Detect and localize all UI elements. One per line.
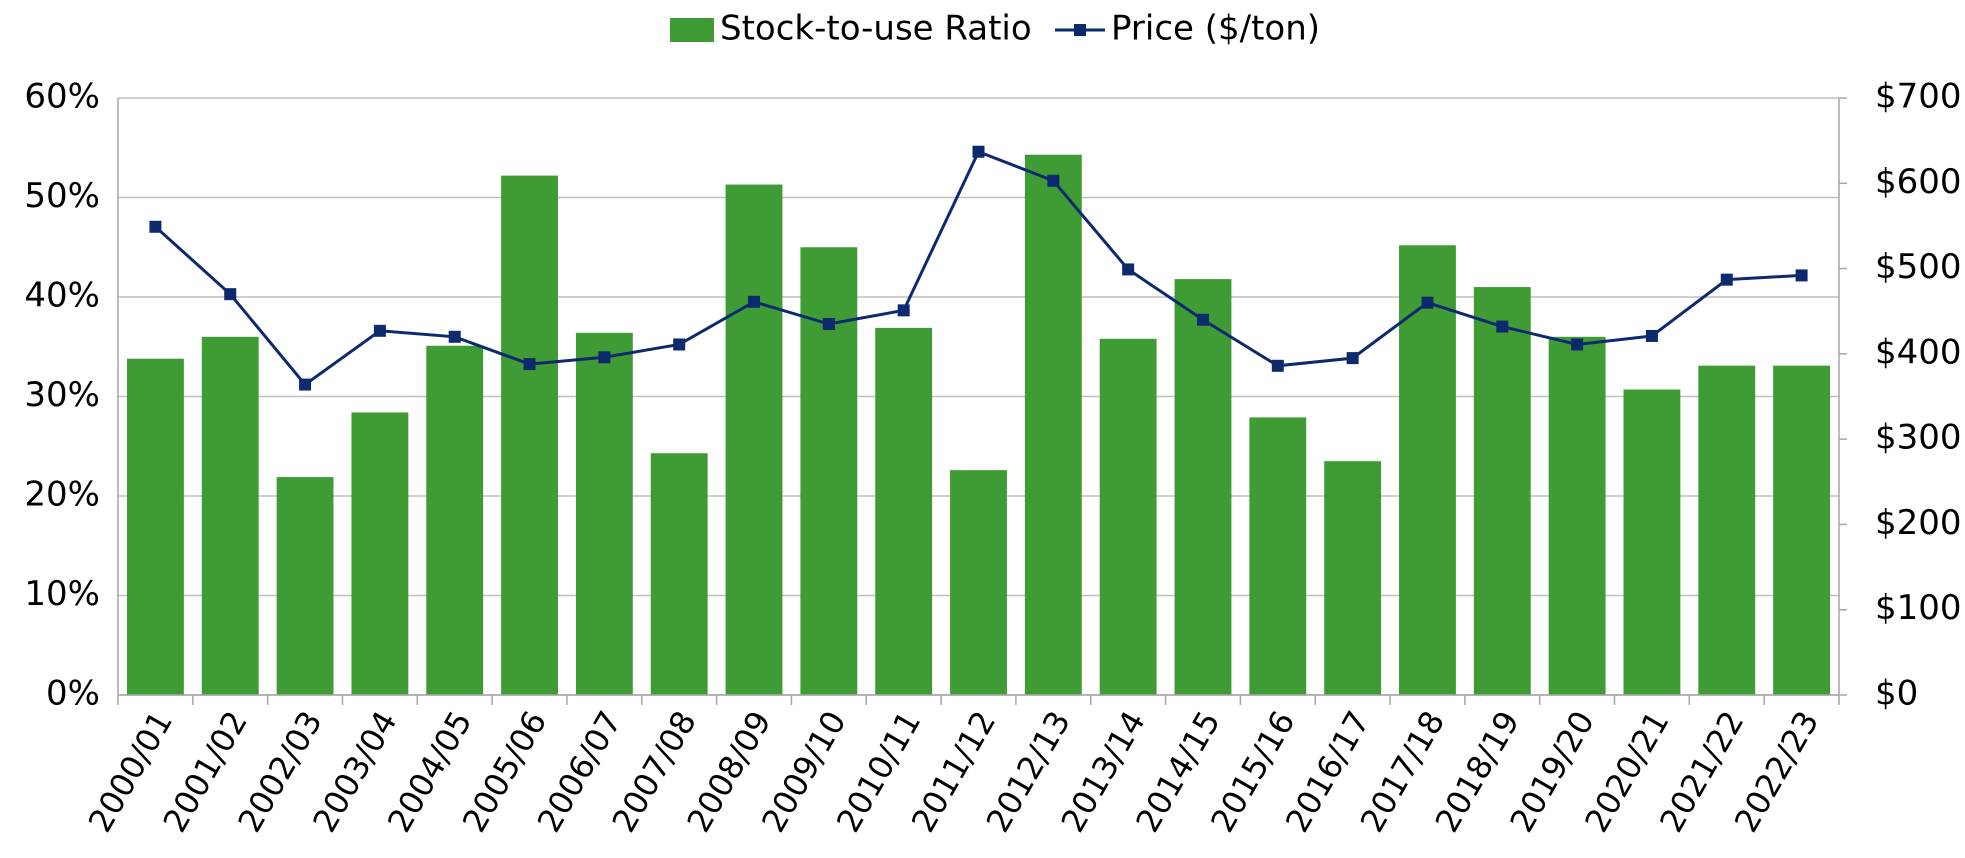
- legend: Stock-to-use Ratio Price ($/ton): [670, 9, 1320, 49]
- marker: [1795, 269, 1808, 282]
- marker: [1122, 263, 1135, 276]
- y-tick-label: 20%: [24, 475, 100, 515]
- bar: [1698, 365, 1756, 695]
- bar: [426, 345, 484, 695]
- marker: [673, 338, 686, 351]
- bar: [1399, 245, 1456, 695]
- y2-tick-label: $200: [1875, 503, 1962, 543]
- bar: [1099, 338, 1157, 695]
- marker: [523, 358, 536, 371]
- y2-tick-label: $700: [1875, 77, 1962, 117]
- y-tick-label: 0%: [46, 674, 100, 714]
- bar: [1623, 389, 1681, 695]
- bar: [1174, 279, 1232, 695]
- y2-tick-label: $300: [1875, 418, 1962, 458]
- y2-tick-label: $600: [1875, 162, 1962, 202]
- y-tick-label: 40%: [24, 276, 100, 316]
- bar: [351, 412, 409, 695]
- marker: [1047, 174, 1060, 187]
- bar: [875, 327, 933, 695]
- marker: [373, 324, 386, 337]
- marker: [1421, 296, 1434, 309]
- y2-tick-label: $0: [1875, 674, 1918, 714]
- bar: [950, 470, 1007, 695]
- marker: [299, 378, 312, 391]
- legend-label: Price ($/ton): [1111, 9, 1320, 49]
- bar: [1473, 287, 1531, 695]
- bar: [126, 358, 184, 695]
- y2-tick-label: $400: [1875, 332, 1962, 372]
- bar: [1024, 154, 1082, 696]
- bar: [1324, 461, 1382, 695]
- bar: [800, 247, 858, 695]
- marker: [1196, 313, 1209, 326]
- marker: [1271, 359, 1284, 372]
- y-tick-label: 50%: [24, 176, 100, 216]
- marker: [448, 330, 461, 343]
- bar: [575, 332, 633, 695]
- marker: [1346, 352, 1359, 365]
- y2-tick-label: $100: [1875, 588, 1962, 628]
- marker: [897, 304, 910, 317]
- bar: [650, 453, 708, 695]
- bar: [501, 175, 558, 696]
- marker: [748, 295, 761, 308]
- marker: [1496, 320, 1509, 333]
- marker: [224, 288, 237, 301]
- legend-marker: [1074, 24, 1086, 36]
- marker: [1720, 273, 1733, 286]
- bar: [1249, 417, 1307, 695]
- y2-tick-label: $500: [1875, 247, 1962, 287]
- y-tick-label: 60%: [24, 77, 100, 117]
- bar: [276, 477, 334, 695]
- bar: [725, 184, 783, 695]
- y-tick-label: 30%: [24, 375, 100, 415]
- marker: [822, 318, 835, 331]
- legend-swatch: [670, 18, 714, 42]
- marker: [972, 145, 985, 158]
- marker: [1571, 338, 1584, 351]
- marker: [149, 220, 162, 233]
- y-tick-label: 10%: [24, 574, 100, 614]
- bar: [1773, 365, 1831, 695]
- bar: [201, 336, 259, 695]
- legend-label: Stock-to-use Ratio: [720, 9, 1032, 49]
- marker: [1645, 329, 1658, 342]
- bar: [1548, 336, 1606, 695]
- marker: [598, 351, 611, 364]
